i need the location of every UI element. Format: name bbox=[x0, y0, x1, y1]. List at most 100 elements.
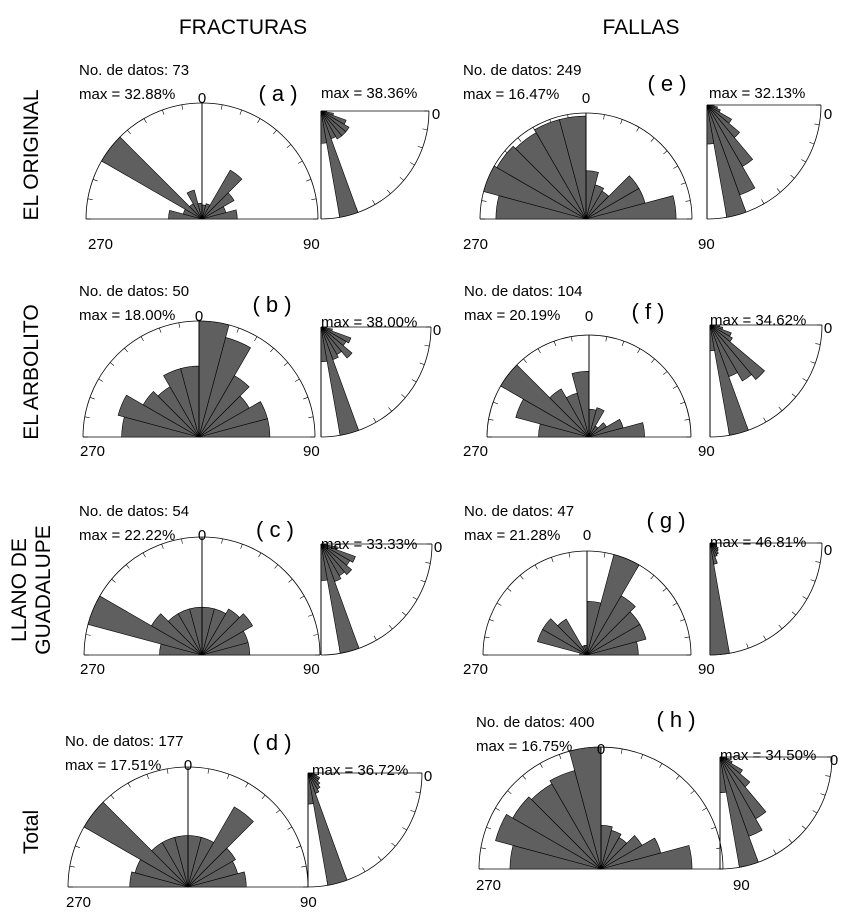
max-dip-label: max = 46.81% bbox=[710, 534, 806, 551]
strike-rose bbox=[85, 102, 319, 220]
n-data-label: No. de datos: 47 bbox=[464, 503, 574, 520]
strike-tick bbox=[679, 619, 685, 622]
strike-tick bbox=[257, 118, 261, 124]
strike-tick bbox=[710, 826, 716, 830]
dip-zero-label: 0 bbox=[824, 320, 832, 337]
dip-rose bbox=[706, 104, 822, 220]
dip-tick bbox=[424, 344, 430, 347]
strike-sector-8 bbox=[588, 407, 605, 438]
dip-tick bbox=[402, 611, 407, 616]
dip-rose bbox=[709, 324, 823, 438]
strike-sector-2 bbox=[495, 813, 602, 870]
row-title-2: EL ARBOLITO bbox=[20, 304, 43, 439]
dip-tick bbox=[410, 809, 416, 813]
strike-90-label: 90 bbox=[303, 443, 320, 460]
strike-tick bbox=[146, 774, 149, 780]
dip-tick bbox=[388, 407, 392, 412]
strike-sector-11 bbox=[586, 624, 647, 656]
max-strike-label: max = 32.88% bbox=[79, 86, 175, 103]
row-title-text: Total bbox=[20, 810, 43, 854]
strike-tick bbox=[308, 614, 313, 617]
max-dip-label: max = 34.62% bbox=[710, 312, 806, 329]
strike-tick bbox=[297, 160, 303, 164]
strike-zero-label: 0 bbox=[198, 527, 206, 544]
column-title-fallas: FALLAS bbox=[602, 16, 679, 39]
strike-90-label: 90 bbox=[300, 894, 317, 911]
max-dip-label: max = 38.36% bbox=[321, 85, 417, 102]
dip-tick bbox=[812, 810, 818, 814]
strike-tick bbox=[539, 763, 543, 768]
strike-sector-12 bbox=[586, 641, 639, 656]
dip-tick bbox=[791, 611, 796, 616]
strike-tick bbox=[308, 416, 314, 419]
strike-tick bbox=[275, 809, 281, 814]
strike-tick bbox=[659, 763, 663, 768]
strike-sector-8 bbox=[585, 184, 605, 220]
dip-tick bbox=[373, 635, 377, 641]
panel-letter: ( d ) bbox=[252, 730, 291, 755]
strike-sector-9 bbox=[586, 595, 636, 656]
dip-tick bbox=[778, 624, 783, 629]
strike-90-label: 90 bbox=[303, 236, 320, 253]
strike-tick bbox=[85, 634, 91, 636]
dip-tick bbox=[386, 189, 391, 194]
max-strike-label: max = 18.00% bbox=[79, 307, 175, 324]
dip-sector-8 bbox=[719, 756, 759, 868]
strike-sector-3 bbox=[142, 391, 200, 438]
dip-tick bbox=[810, 361, 816, 364]
dip-tick bbox=[761, 199, 765, 204]
strike-tick bbox=[673, 165, 678, 169]
n-data-label: No. de datos: 104 bbox=[464, 283, 582, 300]
dip-rose bbox=[320, 326, 432, 438]
strike-tick bbox=[295, 845, 301, 848]
dip-tick bbox=[809, 141, 815, 145]
strike-tick bbox=[636, 127, 640, 132]
strike-tick bbox=[553, 341, 557, 346]
strike-tick bbox=[680, 182, 686, 185]
panel-letter: ( a ) bbox=[258, 81, 297, 106]
dip-tick bbox=[372, 200, 376, 205]
dip-tick bbox=[815, 561, 821, 563]
strike-tick bbox=[221, 538, 223, 544]
strike-tick bbox=[650, 137, 655, 142]
dip-tick bbox=[411, 379, 417, 383]
strike-zero-label: 0 bbox=[582, 90, 590, 107]
dip-tick bbox=[802, 596, 808, 600]
dip-sector-9 bbox=[307, 772, 314, 805]
max-strike-label: max = 22.22% bbox=[79, 527, 175, 544]
dip-tick bbox=[801, 159, 806, 163]
dip-tick bbox=[415, 791, 421, 794]
dip-sector-8 bbox=[709, 324, 749, 436]
strike-tick bbox=[109, 362, 115, 366]
dip-tick bbox=[412, 596, 418, 600]
dip-tick bbox=[763, 635, 767, 641]
strike-tick bbox=[181, 538, 183, 544]
max-strike-label: max = 21.28% bbox=[464, 527, 560, 544]
dip-rose bbox=[320, 110, 430, 220]
strike-zero-label: 0 bbox=[184, 757, 192, 774]
strike-270-label: 270 bbox=[66, 894, 91, 911]
column-titles: FRACTURAS FALLAS bbox=[179, 16, 680, 39]
panels: No. de datos: 73 max = 32.88% 0 270 90 ( a ) m… bbox=[65, 62, 838, 911]
strike-tick bbox=[283, 362, 289, 366]
strike-tick bbox=[220, 104, 223, 110]
dip-tick bbox=[788, 838, 793, 843]
strike-sector-8 bbox=[586, 554, 640, 656]
dip-sector-9 bbox=[320, 326, 328, 363]
strike-tick bbox=[495, 807, 500, 811]
strike-270-label: 270 bbox=[80, 661, 105, 678]
max-strike-label: max = 16.47% bbox=[463, 86, 559, 103]
strike-tick bbox=[650, 575, 655, 580]
dip-zero-label: 0 bbox=[830, 752, 838, 769]
dip-tick bbox=[814, 123, 820, 126]
strike-tick bbox=[480, 847, 486, 849]
strike-tick bbox=[484, 636, 490, 639]
dip-tick bbox=[373, 417, 377, 423]
strike-tick bbox=[311, 198, 317, 201]
strike-tick bbox=[534, 564, 538, 570]
dip-rose bbox=[307, 772, 423, 888]
strike-sector-10 bbox=[201, 192, 235, 220]
panel-g: No. de datos: 47 max = 21.28% 0 270 90 ( g ) m… bbox=[463, 503, 832, 678]
strike-sector-3 bbox=[512, 796, 602, 870]
